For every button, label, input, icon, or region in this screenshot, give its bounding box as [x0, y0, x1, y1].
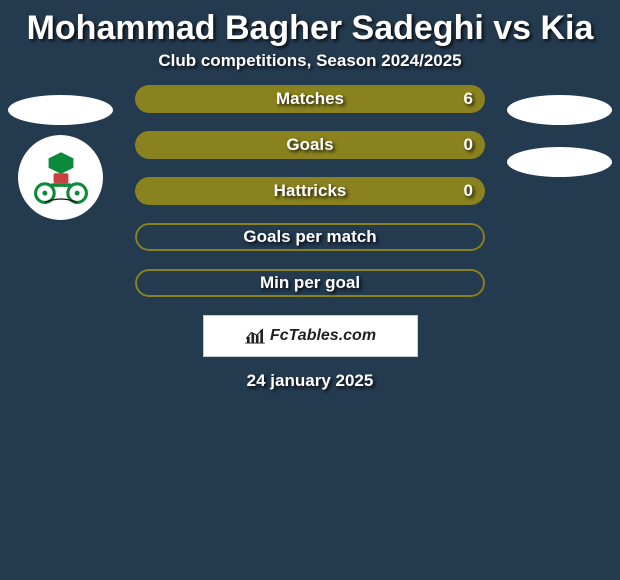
stat-value-right: 0 [464, 135, 473, 155]
page-subtitle: Club competitions, Season 2024/2025 [0, 51, 620, 85]
player-left-column [8, 85, 113, 220]
comparison-panel: Matches 6 Goals 0 Hattricks 0 Goals per match M… [0, 85, 620, 391]
stat-value-right: 0 [464, 181, 473, 201]
stat-bar: Goals 0 [135, 131, 485, 159]
player-left-photo [8, 95, 113, 125]
stat-bar: Min per goal [135, 269, 485, 297]
snapshot-date: 24 january 2025 [10, 371, 610, 391]
stat-bar: Matches 6 [135, 85, 485, 113]
stat-label: Goals [286, 135, 333, 155]
page-title: Mohammad Bagher Sadeghi vs Kia [0, 0, 620, 51]
stat-label: Goals per match [243, 227, 376, 247]
player-right-photo [507, 95, 612, 125]
bar-chart-icon [244, 328, 266, 344]
player-right-club-oval [507, 147, 612, 177]
stat-value-right: 6 [464, 89, 473, 109]
stat-label: Hattricks [274, 181, 347, 201]
stat-label: Matches [276, 89, 344, 109]
branding-text: FcTables.com [270, 327, 376, 345]
player-left-club-badge [18, 135, 103, 220]
player-right-column [507, 85, 612, 187]
stat-bars: Matches 6 Goals 0 Hattricks 0 Goals per match M… [135, 85, 485, 297]
club-crest-icon [30, 146, 92, 208]
stat-bar: Goals per match [135, 223, 485, 251]
stat-bar: Hattricks 0 [135, 177, 485, 205]
branding-badge: FcTables.com [203, 315, 418, 357]
stat-label: Min per goal [260, 273, 360, 293]
